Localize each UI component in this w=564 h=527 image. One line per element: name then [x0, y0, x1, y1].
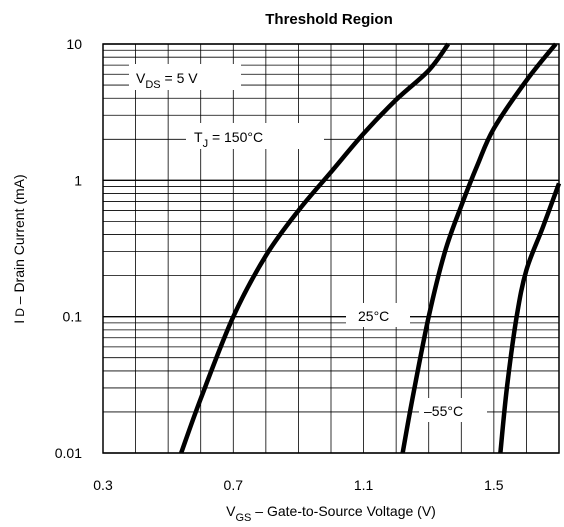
- vds-label-sub: DS: [145, 79, 160, 91]
- series-line-1: [400, 42, 558, 454]
- y-tick-label: 0.1: [63, 309, 83, 325]
- tj150-label-bg: [186, 123, 324, 149]
- t25-label: 25°C: [358, 308, 389, 324]
- tj150-label-main: T: [194, 129, 203, 145]
- tj150-label-rest: = 150°C: [208, 129, 263, 145]
- plot-frame: [102, 43, 560, 454]
- annotations-group: VDS = 5 V TJ = 150°C 25°C –55°C: [129, 64, 487, 422]
- series-line-2: [498, 182, 562, 454]
- tj150-label: TJ = 150°C: [194, 129, 263, 150]
- tm55-label-bg: [419, 398, 487, 422]
- x-axis-label-sub: GS: [236, 512, 252, 524]
- x-tick-label: 0.7: [224, 477, 244, 493]
- t25-label-bg: [346, 303, 410, 327]
- vds-label-main: V: [136, 70, 146, 86]
- vds-label-bg: [129, 64, 241, 90]
- y-axis-label-rest: – Drain Current (mA): [11, 174, 27, 308]
- tm55-label: –55°C: [424, 403, 463, 419]
- x-axis-label: VGS – Gate-to-Source Voltage (V): [226, 503, 436, 524]
- x-tick-label: 1.5: [484, 477, 504, 493]
- series-group: [179, 42, 562, 454]
- grid: [103, 43, 559, 454]
- x-axis-label-rest: – Gate-to-Source Voltage (V): [251, 503, 435, 519]
- y-axis-label-sub: D: [13, 308, 27, 317]
- y-tick-labels: 0.01 0.1 1 10: [55, 36, 82, 461]
- x-tick-label: 0.3: [93, 477, 113, 493]
- series-line-0: [179, 42, 451, 454]
- x-tick-labels: 0.3 0.7 1.1 1.5: [93, 477, 504, 493]
- vds-label: VDS = 5 V: [136, 70, 198, 91]
- x-axis-label-main: V: [226, 503, 236, 519]
- chart-title: Threshold Region: [265, 11, 393, 28]
- y-tick-label: 10: [66, 36, 82, 52]
- x-tick-label: 1.1: [354, 477, 374, 493]
- y-axis-label-main: I: [11, 320, 27, 324]
- vds-label-rest: = 5 V: [161, 70, 199, 86]
- tj150-label-sub: J: [203, 138, 209, 150]
- y-axis-label: ID – Drain Current (mA): [11, 174, 27, 323]
- y-tick-label: 1: [74, 172, 82, 188]
- y-tick-label: 0.01: [55, 445, 82, 461]
